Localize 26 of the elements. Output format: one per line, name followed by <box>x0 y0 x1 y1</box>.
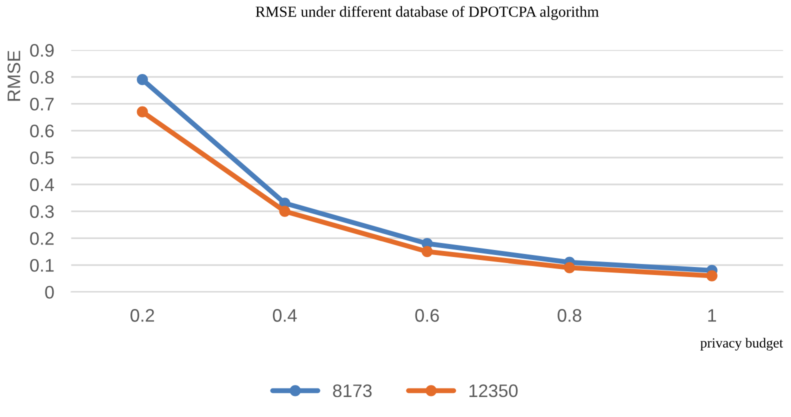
y-tick-label: 0.3 <box>30 205 54 218</box>
x-axis-title: privacy budget <box>700 338 784 350</box>
chart-title: RMSE under different database of DPOTCPA algorithm <box>256 6 599 20</box>
x-tick-label: 0.8 <box>558 309 582 322</box>
x-tick-label: 0.6 <box>415 309 439 322</box>
x-tick-label: 1 <box>708 309 716 322</box>
y-tick-label: 0.5 <box>30 151 54 164</box>
point <box>422 246 433 258</box>
point <box>136 106 148 118</box>
y-tick-label: 0.4 <box>30 178 54 192</box>
point <box>279 206 290 217</box>
y-tick-label: 0.8 <box>30 70 54 84</box>
y-tick-label: 0.6 <box>30 124 54 138</box>
y-tick-label: 0.9 <box>30 44 54 57</box>
x-tick-label: 0.2 <box>130 309 154 322</box>
y-tick-label: 0 <box>45 286 54 299</box>
x-tick-label: 0.4 <box>272 309 297 322</box>
point <box>564 262 576 274</box>
y-tick-label: 0.1 <box>30 258 54 272</box>
legend-label: 12350 <box>469 384 518 398</box>
y-tick-label: 0.2 <box>30 232 54 245</box>
point <box>136 74 148 86</box>
y-axis-title: RMSE <box>8 50 20 101</box>
y-tick-label: 0.7 <box>30 98 54 111</box>
legend-label: 8173 <box>333 384 372 398</box>
point <box>706 270 718 282</box>
